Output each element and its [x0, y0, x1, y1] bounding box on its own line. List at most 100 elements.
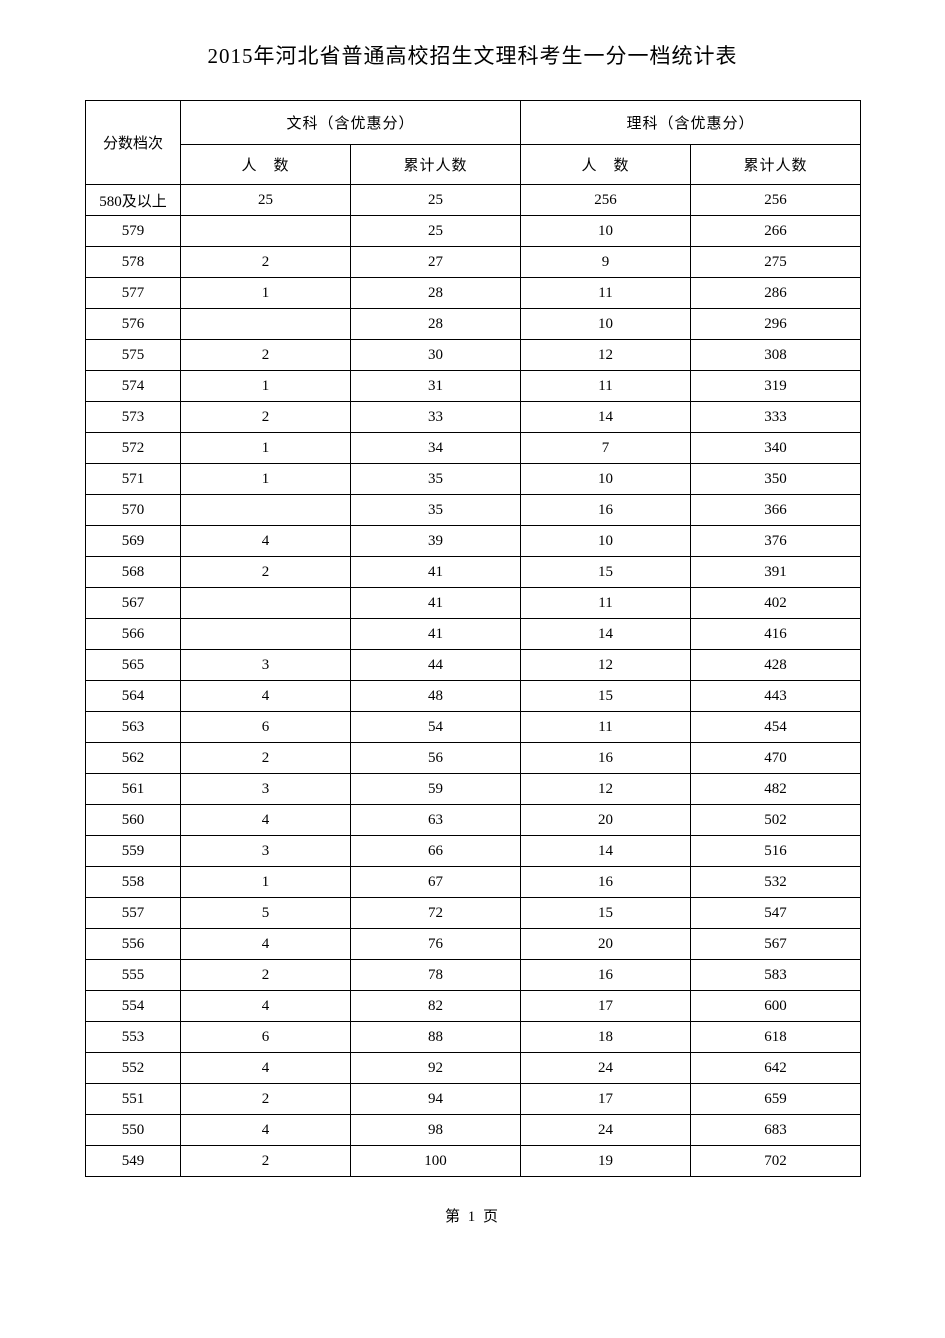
table-row: 56135912482: [86, 774, 861, 805]
cell-sci-count: 12: [521, 774, 691, 805]
table-body: 580及以上2525256256579251026657822792755771…: [86, 185, 861, 1177]
cell-la-cum: 44: [351, 650, 521, 681]
cell-score: 566: [86, 619, 181, 650]
cell-la-count: 1: [181, 433, 351, 464]
cell-score: 551: [86, 1084, 181, 1115]
table-row: 57413111319: [86, 371, 861, 402]
cell-la-count: 6: [181, 1022, 351, 1053]
page-number: 第 1 页: [85, 1205, 860, 1226]
cell-la-cum: 82: [351, 991, 521, 1022]
cell-sci-count: 17: [521, 1084, 691, 1115]
cell-la-cum: 33: [351, 402, 521, 433]
table-row: 580及以上2525256256: [86, 185, 861, 216]
cell-la-count: 4: [181, 1115, 351, 1146]
cell-sci-count: 24: [521, 1053, 691, 1084]
cell-sci-cum: 502: [691, 805, 861, 836]
table-row: 5782279275: [86, 247, 861, 278]
table-row: 55936614516: [86, 836, 861, 867]
cell-sci-cum: 702: [691, 1146, 861, 1177]
cell-sci-cum: 583: [691, 960, 861, 991]
table-row: 57712811286: [86, 278, 861, 309]
cell-la-count: [181, 619, 351, 650]
cell-score: 560: [86, 805, 181, 836]
cell-sci-count: 19: [521, 1146, 691, 1177]
cell-sci-count: 18: [521, 1022, 691, 1053]
cell-sci-cum: 567: [691, 929, 861, 960]
cell-sci-cum: 642: [691, 1053, 861, 1084]
cell-sci-cum: 340: [691, 433, 861, 464]
cell-la-cum: 35: [351, 464, 521, 495]
cell-sci-cum: 350: [691, 464, 861, 495]
cell-sci-cum: 266: [691, 216, 861, 247]
cell-la-cum: 28: [351, 309, 521, 340]
cell-score: 573: [86, 402, 181, 433]
cell-la-cum: 28: [351, 278, 521, 309]
table-row: 549210019702: [86, 1146, 861, 1177]
cell-score: 550: [86, 1115, 181, 1146]
cell-score: 577: [86, 278, 181, 309]
table-row: 5703516366: [86, 495, 861, 526]
cell-la-cum: 31: [351, 371, 521, 402]
table-row: 55757215547: [86, 898, 861, 929]
header-score-level: 分数档次: [86, 101, 181, 185]
cell-la-cum: 59: [351, 774, 521, 805]
cell-sci-count: 11: [521, 712, 691, 743]
cell-score: 572: [86, 433, 181, 464]
cell-la-cum: 34: [351, 433, 521, 464]
cell-la-cum: 94: [351, 1084, 521, 1115]
cell-la-count: 4: [181, 805, 351, 836]
table-row: 56046320502: [86, 805, 861, 836]
header-la-cumulative: 累计人数: [351, 145, 521, 185]
cell-score: 575: [86, 340, 181, 371]
cell-la-cum: 41: [351, 588, 521, 619]
cell-la-cum: 67: [351, 867, 521, 898]
cell-la-cum: 92: [351, 1053, 521, 1084]
cell-la-cum: 72: [351, 898, 521, 929]
cell-la-count: 2: [181, 1084, 351, 1115]
cell-la-count: 1: [181, 371, 351, 402]
cell-la-count: 5: [181, 898, 351, 929]
cell-la-count: 4: [181, 681, 351, 712]
cell-la-cum: 41: [351, 557, 521, 588]
cell-la-cum: 54: [351, 712, 521, 743]
cell-sci-cum: 428: [691, 650, 861, 681]
cell-sci-cum: 683: [691, 1115, 861, 1146]
cell-score: 576: [86, 309, 181, 340]
score-statistics-table: 分数档次 文科（含优惠分） 理科（含优惠分） 人 数 累计人数 人 数 累计人数…: [85, 100, 861, 1177]
table-row: 55049824683: [86, 1115, 861, 1146]
cell-score: 557: [86, 898, 181, 929]
cell-sci-cum: 319: [691, 371, 861, 402]
cell-sci-cum: 402: [691, 588, 861, 619]
cell-score: 579: [86, 216, 181, 247]
cell-score: 563: [86, 712, 181, 743]
cell-score: 568: [86, 557, 181, 588]
cell-score: 555: [86, 960, 181, 991]
table-row: 55448217600: [86, 991, 861, 1022]
cell-score: 552: [86, 1053, 181, 1084]
cell-sci-cum: 659: [691, 1084, 861, 1115]
cell-la-count: 4: [181, 526, 351, 557]
table-row: 55368818618: [86, 1022, 861, 1053]
cell-sci-cum: 443: [691, 681, 861, 712]
cell-sci-count: 17: [521, 991, 691, 1022]
cell-sci-cum: 547: [691, 898, 861, 929]
table-row: 57323314333: [86, 402, 861, 433]
cell-sci-count: 16: [521, 867, 691, 898]
header-sci-cumulative: 累计人数: [691, 145, 861, 185]
cell-la-cum: 66: [351, 836, 521, 867]
table-row: 56225616470: [86, 743, 861, 774]
cell-la-cum: 78: [351, 960, 521, 991]
cell-sci-count: 9: [521, 247, 691, 278]
cell-sci-count: 14: [521, 619, 691, 650]
cell-la-cum: 30: [351, 340, 521, 371]
cell-sci-cum: 482: [691, 774, 861, 805]
table-row: 57113510350: [86, 464, 861, 495]
cell-sci-cum: 286: [691, 278, 861, 309]
cell-score: 556: [86, 929, 181, 960]
cell-sci-count: 11: [521, 371, 691, 402]
cell-sci-count: 12: [521, 340, 691, 371]
cell-score: 564: [86, 681, 181, 712]
cell-sci-count: 10: [521, 216, 691, 247]
cell-la-count: 2: [181, 340, 351, 371]
cell-sci-count: 16: [521, 495, 691, 526]
